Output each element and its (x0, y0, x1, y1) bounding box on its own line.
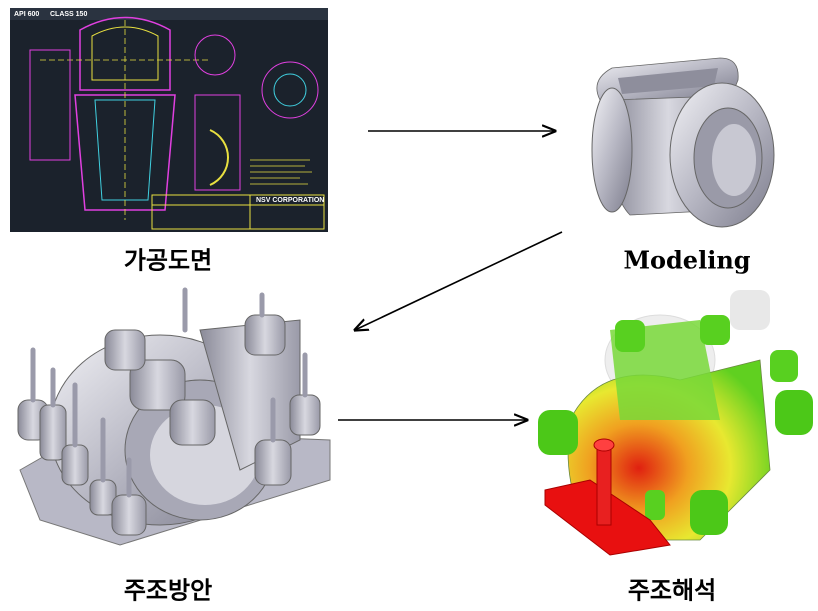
valve-model (591, 57, 775, 228)
drawing-line (194, 34, 236, 76)
step-label: 주조방안 (124, 576, 212, 605)
drawing-line (74, 94, 176, 211)
riser (129, 359, 186, 411)
step-label: 가공도면 (124, 246, 212, 275)
sim-sprue (596, 444, 612, 526)
sim-riser (645, 490, 665, 520)
model-opening (618, 68, 718, 94)
sim-riser (615, 320, 645, 352)
casting-simulation (538, 290, 813, 556)
drawing-line (29, 49, 71, 161)
model-bore (712, 124, 756, 196)
step-label: 주조해석 (628, 576, 716, 605)
sim-riser (775, 390, 813, 435)
drawing-line (91, 26, 159, 81)
riser-group (111, 494, 147, 536)
sim-riser (538, 410, 578, 455)
sim-riser (770, 350, 798, 382)
drawing-line (261, 61, 319, 119)
drawing-header (10, 8, 328, 20)
title-block (151, 194, 325, 230)
sim-riser (690, 490, 728, 535)
casting-plan (17, 287, 331, 546)
riser-group (17, 394, 321, 536)
sim-riser (700, 315, 730, 345)
riser-group (254, 439, 292, 486)
riser-group (289, 394, 321, 436)
arrow (355, 231, 563, 330)
sim-sprue (593, 438, 615, 452)
drawing-notes (250, 159, 312, 185)
riser-group (61, 444, 89, 486)
drawing-line (94, 99, 156, 201)
drawing-line (194, 94, 241, 191)
step-label: Modeling (623, 246, 750, 275)
model-flange (591, 87, 633, 213)
vent-rods (30, 287, 308, 498)
sim-ghost (730, 290, 770, 330)
cad-drawing: API 600 CLASS 150 NSV CORPORATION (10, 8, 328, 232)
drawing-line (273, 73, 307, 107)
drawing-text: NSV CORPORATION (256, 197, 324, 204)
riser (244, 314, 286, 356)
drawing-line (209, 129, 230, 186)
riser (104, 329, 146, 371)
riser (169, 399, 216, 446)
drawing-text: CLASS 150 (50, 11, 87, 18)
drawing-text: API 600 (14, 11, 39, 18)
